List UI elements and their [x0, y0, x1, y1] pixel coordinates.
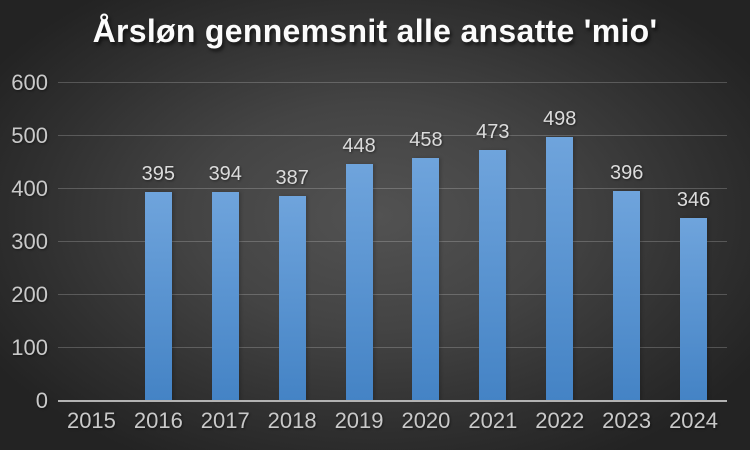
- bar-2023: [613, 191, 641, 401]
- bar-value-label: 346: [676, 188, 711, 211]
- x-tick-label: 2017: [200, 408, 250, 433]
- bar-2019: [345, 163, 373, 401]
- x-tick-label: 2020: [401, 408, 451, 433]
- gridline: [58, 82, 727, 83]
- y-tick-label: 600: [11, 70, 48, 95]
- bar-value-label: 395: [141, 162, 176, 185]
- bar-2020: [412, 158, 440, 401]
- y-tick-label: 200: [11, 282, 48, 307]
- bar-2017: [211, 192, 239, 401]
- bar-2022: [546, 137, 574, 401]
- bar-2024: [680, 217, 708, 401]
- gridline: [58, 347, 727, 348]
- plot-area: 395 394 387 448 458 473 498 396 346: [58, 82, 727, 402]
- chart-title: Årsløn gennemsnit alle ansatte 'mio': [92, 13, 658, 49]
- y-tick-label: 0: [35, 388, 48, 413]
- x-tick-label: 2019: [334, 408, 384, 433]
- bar-value-label: 394: [208, 163, 242, 186]
- y-tick-label: 500: [11, 123, 48, 148]
- x-tick-label: 2018: [267, 408, 317, 433]
- bar-value-label: 396: [609, 162, 644, 185]
- y-tick-label: 300: [11, 229, 48, 254]
- x-tick-label: 2022: [535, 408, 585, 433]
- gridline: [58, 135, 727, 136]
- x-axis-line: [58, 400, 727, 402]
- bar-2016: [144, 191, 172, 401]
- x-tick-label: 2024: [669, 408, 719, 433]
- bar-value-label: 498: [543, 108, 577, 131]
- x-tick-label: 2016: [133, 408, 183, 433]
- bar-value-label: 448: [342, 134, 376, 157]
- x-tick-label: 2021: [468, 408, 518, 433]
- x-tick-label: 2023: [602, 408, 652, 433]
- bar-value-label: 387: [275, 166, 309, 189]
- bar-2021: [479, 150, 507, 401]
- gridline: [58, 188, 727, 189]
- bar-value-label: 458: [409, 129, 443, 152]
- gridline: [58, 294, 727, 295]
- bar-value-label: 473: [476, 121, 510, 144]
- gridline: [58, 241, 727, 242]
- x-tick-label: 2015: [66, 408, 116, 433]
- bar-2018: [278, 195, 306, 401]
- y-tick-label: 400: [11, 176, 48, 201]
- y-tick-label: 100: [11, 335, 48, 360]
